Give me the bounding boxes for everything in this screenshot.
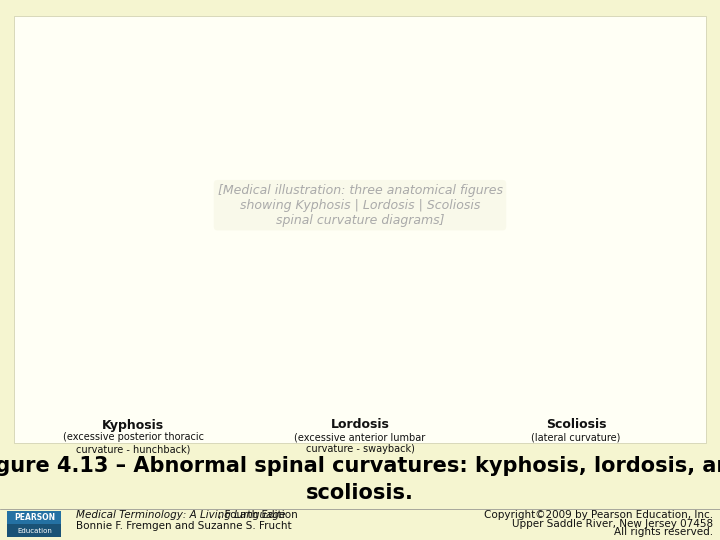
Text: (excessive posterior thoracic
curvature - hunchback): (excessive posterior thoracic curvature … (63, 432, 204, 454)
Text: (lateral curvature): (lateral curvature) (531, 432, 621, 442)
Text: Medical Terminology: A Living Language: Medical Terminology: A Living Language (76, 510, 285, 520)
FancyBboxPatch shape (7, 511, 61, 524)
Text: [Medical illustration: three anatomical figures
showing Kyphosis | Lordosis | Sc: [Medical illustration: three anatomical … (217, 184, 503, 227)
FancyBboxPatch shape (7, 511, 61, 537)
Text: Bonnie F. Fremgen and Suzanne S. Frucht: Bonnie F. Fremgen and Suzanne S. Frucht (76, 521, 291, 531)
FancyBboxPatch shape (14, 16, 706, 443)
Text: scoliosis.: scoliosis. (306, 483, 414, 503)
Text: (excessive anterior lumbar
curvature - swayback): (excessive anterior lumbar curvature - s… (294, 432, 426, 454)
Text: , Fourth Edition: , Fourth Edition (218, 510, 298, 520)
Text: Scoliosis: Scoliosis (546, 418, 606, 431)
Text: Lordosis: Lordosis (330, 418, 390, 431)
Text: Copyright©2009 by Pearson Education, Inc.: Copyright©2009 by Pearson Education, Inc… (484, 510, 713, 520)
Text: Figure 4.13 – Abnormal spinal curvatures: kyphosis, lordosis, and: Figure 4.13 – Abnormal spinal curvatures… (0, 456, 720, 476)
Text: Kyphosis: Kyphosis (102, 418, 164, 431)
Text: PEARSON: PEARSON (14, 513, 55, 522)
Text: Education: Education (17, 528, 52, 535)
Text: All rights reserved.: All rights reserved. (613, 528, 713, 537)
Text: Upper Saddle River, New Jersey 07458: Upper Saddle River, New Jersey 07458 (512, 519, 713, 529)
